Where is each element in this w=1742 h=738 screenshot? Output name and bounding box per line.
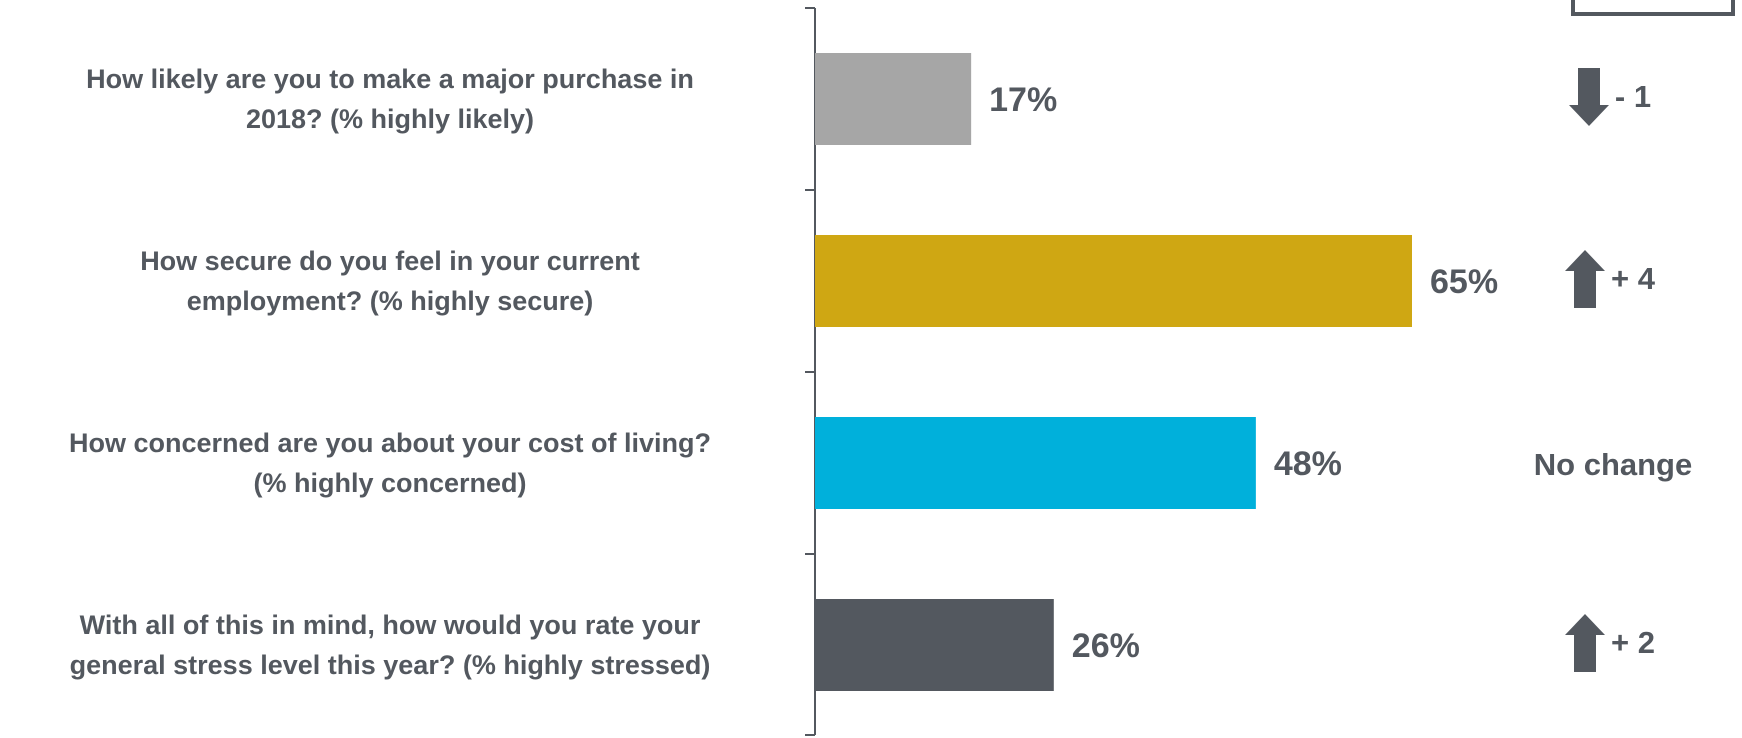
arrow-up-icon [1565, 614, 1606, 672]
bar [815, 599, 1054, 691]
arrow-up-icon [1565, 250, 1606, 308]
arrow-down-icon [1568, 68, 1609, 126]
category-label-line: (% highly concerned) [253, 468, 527, 498]
category-label-line: With all of this in mind, how would you … [79, 610, 701, 640]
bar-value-label: 26% [1072, 627, 1140, 665]
change-text: + 4 [1611, 261, 1655, 296]
category-label-line: employment? (% highly secure) [186, 286, 594, 316]
bar-value-label: 17% [989, 81, 1057, 119]
category-label: How concerned are you about your cost of… [0, 423, 780, 503]
category-label: How likely are you to make a major purch… [0, 59, 780, 139]
bar [815, 417, 1256, 509]
change-text: - 1 [1614, 79, 1652, 114]
change-indicator: + 2 [1505, 613, 1715, 673]
change-indicator: - 1 [1505, 67, 1715, 127]
bar [815, 235, 1412, 327]
bar-value-label: 65% [1430, 263, 1498, 301]
change-text: No change [1533, 447, 1693, 482]
change-indicator: No change [1505, 435, 1715, 495]
category-label-line: general stress level this year? (% highl… [69, 650, 711, 680]
change-indicator: + 4 [1505, 249, 1715, 309]
category-label: How secure do you feel in your current em… [0, 241, 780, 321]
category-label-line: How secure do you feel in your current [140, 246, 640, 276]
bar-value-label: 48% [1274, 445, 1342, 483]
bar [815, 53, 972, 145]
category-label-line: How concerned are you about your cost of… [68, 428, 712, 458]
category-label-line: 2018? (% highly likely) [245, 104, 535, 134]
category-label-line: How likely are you to make a major purch… [86, 64, 694, 94]
change-text: + 2 [1611, 625, 1655, 660]
legend-box-edge [1571, 0, 1735, 16]
category-label: With all of this in mind, how would you … [0, 605, 780, 685]
